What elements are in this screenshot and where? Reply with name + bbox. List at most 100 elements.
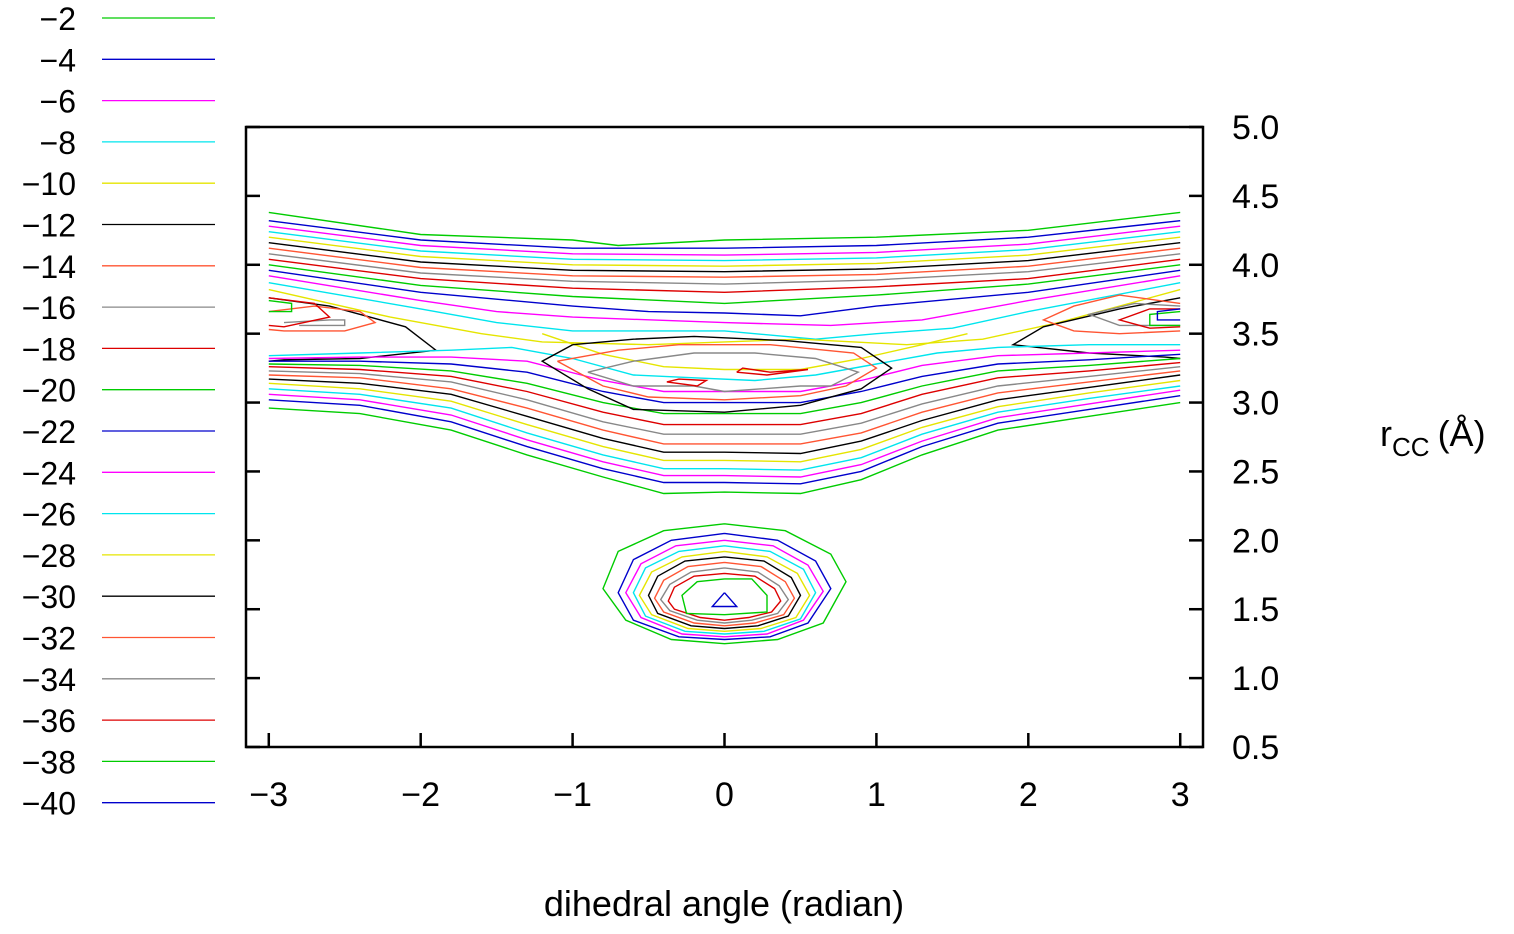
contour-line [736, 367, 809, 376]
legend-label: −28 [22, 538, 76, 574]
contour-line [268, 211, 1181, 247]
contour-line [1117, 308, 1181, 329]
contour-line [624, 539, 825, 638]
x-axis: −3 −2 −1 0 1 2 3 [249, 733, 1190, 814]
legend-label: −4 [40, 42, 76, 78]
y-tick-label: 2.0 [1232, 522, 1279, 560]
y-tick-label: 3.0 [1232, 385, 1279, 423]
contour-line [268, 385, 1181, 471]
contour-line [638, 550, 811, 633]
contour-line [268, 353, 1181, 404]
contour-line [268, 258, 1181, 294]
legend-label: −10 [22, 166, 76, 202]
x-tick-label: 0 [715, 776, 734, 814]
legend-label: −26 [22, 497, 76, 533]
x-tick-label: −3 [249, 776, 288, 814]
contour-line [268, 231, 1181, 262]
y-tick-label: 4.5 [1232, 178, 1279, 216]
contour-line [268, 366, 1181, 435]
contour-line [268, 275, 1181, 327]
contour-line [268, 389, 1181, 478]
legend-label: −34 [22, 662, 76, 698]
contour-line [557, 344, 878, 401]
contour-line [681, 578, 768, 616]
legend-label: −36 [22, 703, 76, 739]
contour-line [268, 299, 293, 313]
contour-line [268, 395, 1181, 485]
contour-line [268, 297, 331, 328]
y-axis-label-subscript: CC [1392, 432, 1430, 462]
x-tick-label: 3 [1171, 776, 1190, 814]
contour-line [268, 264, 1181, 305]
y-tick-label: 3.5 [1232, 316, 1279, 354]
contour-line [1149, 310, 1181, 327]
legend-label: −40 [22, 786, 76, 822]
contour-lines [268, 211, 1181, 645]
legend-label: −30 [22, 579, 76, 615]
contour-line [268, 236, 1181, 267]
x-tick-label: 2 [1019, 776, 1038, 814]
y-tick-label: 1.0 [1232, 660, 1279, 698]
contour-line [647, 556, 802, 630]
x-tick-label: 1 [867, 776, 886, 814]
legend-label: −38 [22, 744, 76, 780]
y-axis: 0.5 1.0 1.5 2.0 2.5 3.0 3.5 4.0 4.5 5.0 [246, 109, 1279, 767]
contour-line [268, 379, 1181, 463]
contour-line [268, 305, 377, 332]
contour-line [1010, 297, 1181, 360]
contour-line [268, 401, 1181, 495]
contour-line [653, 561, 796, 627]
contour-line [617, 532, 832, 641]
legend-label: −20 [22, 373, 76, 409]
legend-label: −6 [40, 84, 76, 120]
contour-line [268, 370, 1181, 445]
legend-label: −24 [22, 455, 76, 491]
contour-line [268, 247, 1181, 278]
legend-label: −16 [22, 290, 76, 326]
legend-label: −12 [22, 208, 76, 244]
contour-line [659, 567, 790, 624]
contour-line [666, 378, 709, 387]
contour-line [268, 344, 1181, 382]
legend-label: −32 [22, 621, 76, 657]
contour-line [268, 220, 1181, 249]
legend-label: −2 [40, 1, 76, 37]
contour-line [1156, 308, 1181, 321]
contour-line [541, 333, 968, 371]
contour-line [268, 349, 1181, 393]
contour-line [268, 357, 1181, 415]
contour-line [540, 335, 893, 413]
contour-line [268, 282, 1181, 340]
y-axis-label: rCC (Å) [1380, 413, 1486, 462]
contour-line [268, 253, 1181, 285]
contour-line [632, 545, 817, 635]
y-axis-label-unit: (Å) [1438, 413, 1486, 454]
contour-line [710, 592, 739, 608]
y-axis-label-main: r [1380, 413, 1392, 454]
plot-frame [244, 125, 1205, 749]
legend: −2 −4 −6 −8 −10 −12 −14 −16 −18 −20 −22 −24 −26 −28 −3… [22, 1, 215, 822]
legend-label: −22 [22, 414, 76, 450]
contour-line [268, 269, 1181, 317]
legend-label: −18 [22, 331, 76, 367]
contour-line [268, 242, 1181, 273]
y-tick-label: 0.5 [1232, 729, 1279, 767]
y-tick-label: 5.0 [1232, 109, 1279, 147]
contour-line [268, 288, 1181, 346]
x-tick-label: −2 [401, 776, 440, 814]
contour-line [268, 225, 1181, 256]
contour-line [587, 352, 861, 393]
y-tick-label: 1.5 [1232, 591, 1279, 629]
y-tick-label: 4.0 [1232, 247, 1279, 285]
contour-line [268, 374, 1181, 455]
legend-label: −14 [22, 249, 76, 285]
contour-line [667, 572, 782, 621]
contour-line [1041, 294, 1181, 335]
legend-label: −8 [40, 125, 76, 161]
contour-line [602, 523, 847, 645]
contour-line [268, 361, 1181, 426]
x-axis-label: dihedral angle (radian) [544, 883, 904, 924]
x-tick-label: −1 [553, 776, 592, 814]
y-tick-label: 2.5 [1232, 453, 1279, 491]
